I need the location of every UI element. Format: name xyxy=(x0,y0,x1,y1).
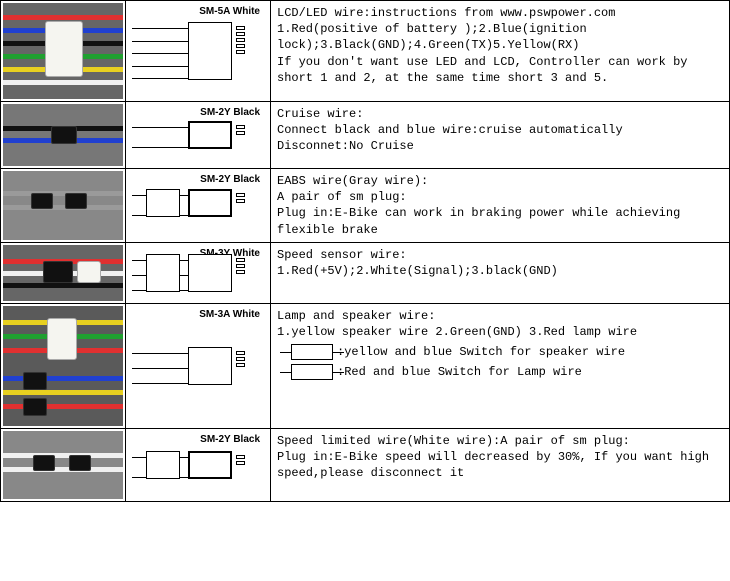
photo-cell xyxy=(1,1,126,102)
connector-diagram: SM-3A White xyxy=(128,306,268,426)
table-row: SM-2Y Black EABS wire(Gray wire):A pair o… xyxy=(1,169,730,243)
description-line: If you don't want use LED and LCD, Contr… xyxy=(277,54,723,86)
description-line: Speed sensor wire: xyxy=(277,247,723,263)
photo-cell xyxy=(1,428,126,501)
wiring-table: SM-5A White LCD/LED wire:instructions fro… xyxy=(0,0,730,502)
photo-cell xyxy=(1,242,126,303)
description-line: 1.Red(positive of battery );2.Blue(ignit… xyxy=(277,21,723,53)
photo-cell xyxy=(1,303,126,428)
connector-photo xyxy=(3,431,123,499)
switch-label: :yellow and blue Switch for speaker wire xyxy=(337,345,625,359)
switch-icon xyxy=(291,364,333,380)
connector-model-label: SM-2Y Black xyxy=(198,174,262,185)
table-row: SM-5A White LCD/LED wire:instructions fro… xyxy=(1,1,730,102)
connector-model-label: SM-2Y Black xyxy=(198,434,262,445)
connector-photo xyxy=(3,3,123,99)
photo-cell xyxy=(1,102,126,169)
connector-diagram: SM-2Y Black xyxy=(128,104,268,166)
connector-diagram: SM-5A White xyxy=(128,3,268,99)
description-cell: EABS wire(Gray wire):A pair of sm plug:P… xyxy=(271,169,730,243)
switch-note: :yellow and blue Switch for speaker wire xyxy=(291,344,723,360)
table-row: SM-3Y WhiteSpeed sensor wire:1.Red(+5V);… xyxy=(1,242,730,303)
description-line: 1.yellow speaker wire 2.Green(GND) 3.Red… xyxy=(277,324,723,340)
description-cell: Lamp and speaker wire:1.yellow speaker w… xyxy=(271,303,730,428)
description-line: Speed limited wire(White wire):A pair of… xyxy=(277,433,723,449)
diagram-cell: SM-2Y Black xyxy=(126,428,271,501)
diagram-cell: SM-5A White xyxy=(126,1,271,102)
description-line: Plug in:E-Bike can work in braking power… xyxy=(277,205,723,237)
table-row: SM-3A White Lamp and speaker wire:1.yello… xyxy=(1,303,730,428)
diagram-cell: SM-3Y White xyxy=(126,242,271,303)
description-cell: LCD/LED wire:instructions from www.pswpo… xyxy=(271,1,730,102)
diagram-cell: SM-2Y Black xyxy=(126,102,271,169)
description-line: A pair of sm plug: xyxy=(277,189,723,205)
description-line: Cruise wire: xyxy=(277,106,723,122)
description-cell: Speed limited wire(White wire):A pair of… xyxy=(271,428,730,501)
connector-model-label: SM-3A White xyxy=(197,309,262,320)
description-line: Connect black and blue wire:cruise autom… xyxy=(277,122,723,138)
table-row: SM-2Y Black Cruise wire:Connect black and… xyxy=(1,102,730,169)
connector-diagram: SM-3Y White xyxy=(128,245,268,301)
connector-model-label: SM-2Y Black xyxy=(198,107,262,118)
description-line: 1.Red(+5V);2.White(Signal);3.black(GND) xyxy=(277,263,723,279)
description-line: EABS wire(Gray wire): xyxy=(277,173,723,189)
switch-icon xyxy=(291,344,333,360)
diagram-cell: SM-2Y Black xyxy=(126,169,271,243)
description-line: Plug in:E-Bike speed will decreased by 3… xyxy=(277,449,723,481)
connector-model-label: SM-5A White xyxy=(197,6,262,17)
description-line: Lamp and speaker wire: xyxy=(277,308,723,324)
switch-note: :Red and blue Switch for Lamp wire xyxy=(291,364,723,380)
connector-diagram: SM-2Y Black xyxy=(128,431,268,499)
connector-photo xyxy=(3,104,123,166)
connector-photo xyxy=(3,245,123,301)
description-line: LCD/LED wire:instructions from www.pswpo… xyxy=(277,5,723,21)
description-line: Disconnet:No Cruise xyxy=(277,138,723,154)
description-cell: Speed sensor wire:1.Red(+5V);2.White(Sig… xyxy=(271,242,730,303)
connector-photo xyxy=(3,171,123,240)
diagram-cell: SM-3A White xyxy=(126,303,271,428)
photo-cell xyxy=(1,169,126,243)
connector-diagram: SM-2Y Black xyxy=(128,171,268,235)
switch-label: :Red and blue Switch for Lamp wire xyxy=(337,365,582,379)
description-cell: Cruise wire:Connect black and blue wire:… xyxy=(271,102,730,169)
table-row: SM-2Y Black Speed limited wire(White wire… xyxy=(1,428,730,501)
connector-photo xyxy=(3,306,123,426)
